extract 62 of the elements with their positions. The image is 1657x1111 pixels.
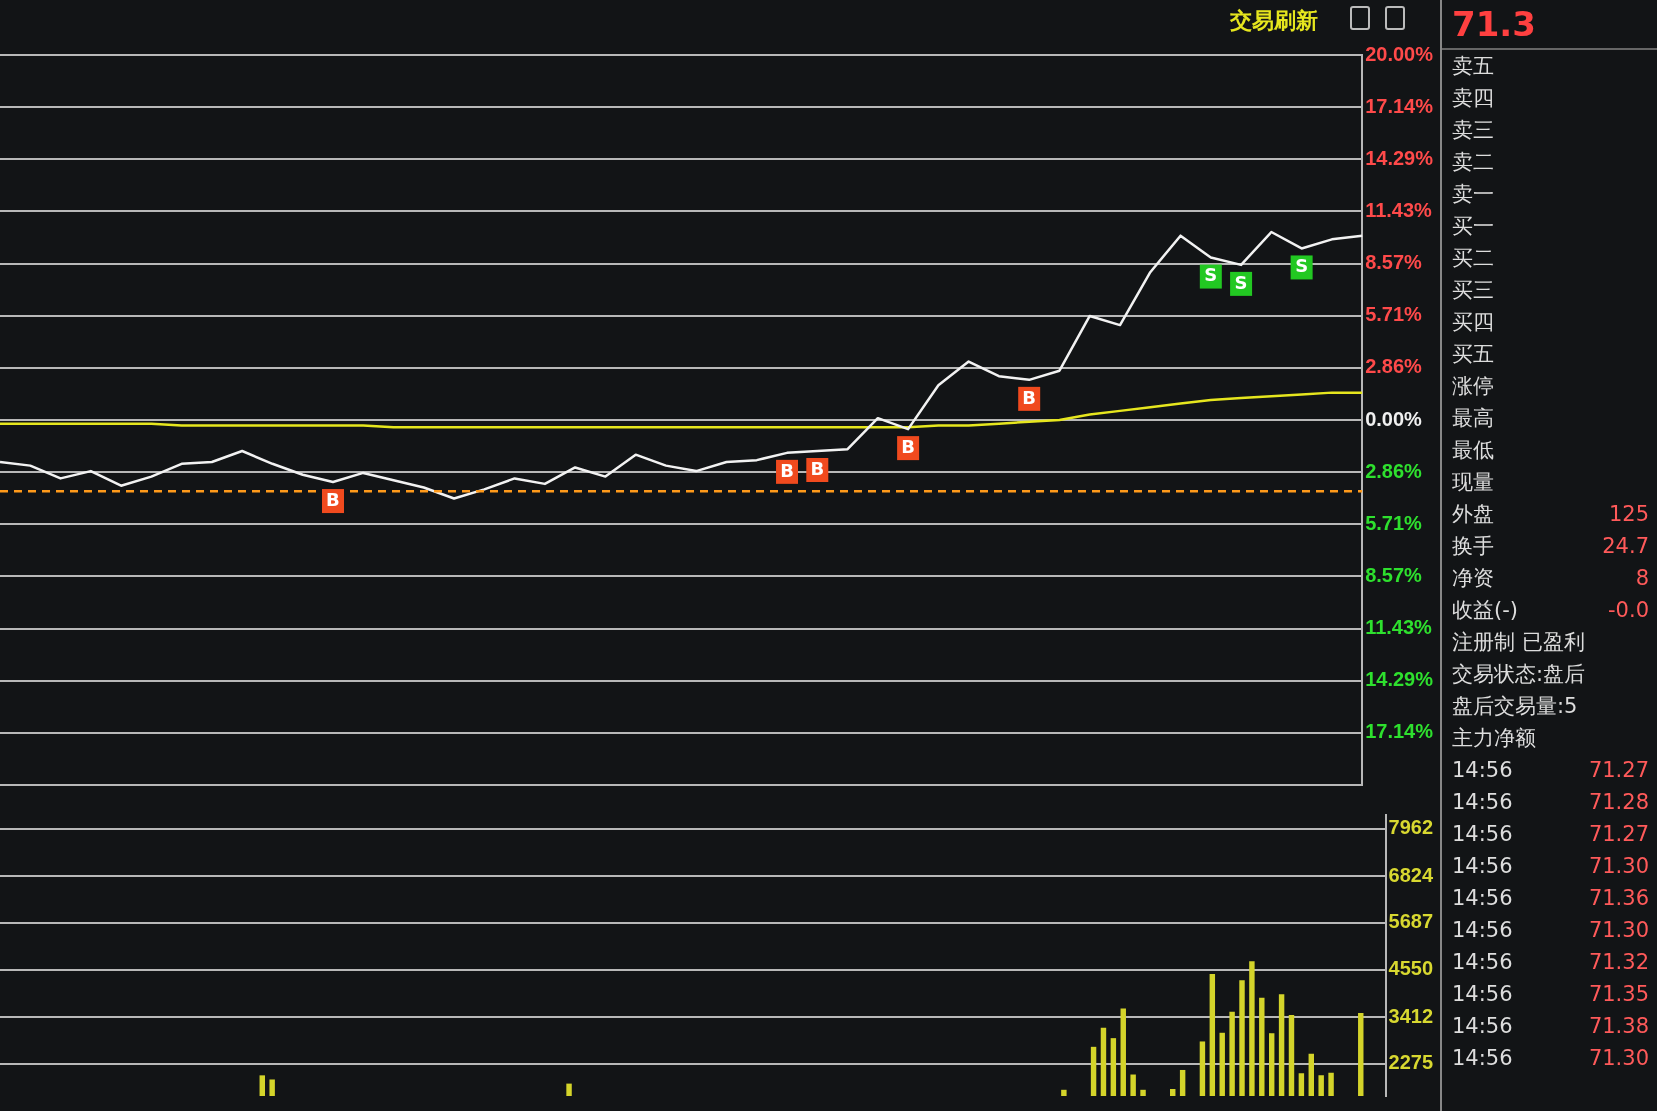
text: 卖二 bbox=[1452, 149, 1494, 176]
y-tick-label: 7962 bbox=[1388, 816, 1434, 839]
y-tick-label: 6824 bbox=[1388, 863, 1434, 886]
y-tick-label: 2.86% bbox=[1365, 355, 1423, 378]
text: 卖三 bbox=[1452, 117, 1494, 144]
text: 买三 bbox=[1452, 277, 1494, 304]
text: 涨停 bbox=[1452, 373, 1494, 400]
text: 14:56 71.30 bbox=[1452, 918, 1649, 942]
text: 买四 bbox=[1452, 309, 1494, 336]
text: 交易状态:盘后 bbox=[1452, 661, 1586, 688]
text: 换手 24.7 bbox=[1452, 534, 1649, 558]
annotation: B bbox=[1022, 386, 1037, 408]
text: 最高 bbox=[1452, 405, 1494, 432]
annotation: B bbox=[326, 488, 340, 510]
text: 净资 8 bbox=[1452, 566, 1649, 590]
y-tick-label: 4550 bbox=[1388, 957, 1434, 980]
y-tick-label: 17.14% bbox=[1365, 720, 1434, 743]
text: 买二 bbox=[1452, 245, 1494, 272]
text: 14:56 71.35 bbox=[1452, 982, 1649, 1006]
text: 14:56 71.30 bbox=[1452, 1046, 1649, 1070]
text: 现量 bbox=[1452, 469, 1494, 496]
y-tick-label: 3412 bbox=[1388, 1004, 1434, 1027]
text: 14:56 71.28 bbox=[1452, 790, 1649, 814]
y-tick-label: 17.14% bbox=[1365, 94, 1434, 117]
text: 14:56 71.27 bbox=[1452, 822, 1649, 846]
y-tick-label: 8.57% bbox=[1365, 251, 1423, 274]
text: 盘后交易量:5 bbox=[1452, 693, 1578, 720]
text: 买五 bbox=[1452, 341, 1494, 368]
text: 交易刷新 bbox=[1230, 7, 1318, 35]
y-tick-label: 20.00% bbox=[1365, 42, 1434, 65]
text: 卖四 bbox=[1452, 85, 1494, 112]
annotation: S bbox=[1234, 271, 1248, 293]
annotation: S bbox=[1295, 255, 1309, 277]
y-tick-label: 14.29% bbox=[1365, 668, 1434, 691]
annotation: S bbox=[1204, 264, 1218, 286]
text: 收益(-) -0.0 bbox=[1452, 598, 1649, 622]
text: 14:56 71.36 bbox=[1452, 886, 1649, 910]
y-tick-label: 5687 bbox=[1388, 910, 1434, 933]
y-tick-label: 5.71% bbox=[1365, 303, 1423, 326]
y-tick-label: 0.00% bbox=[1365, 407, 1423, 430]
text: 71.3 bbox=[1442, 0, 1657, 50]
y-tick-label: 2.86% bbox=[1365, 459, 1423, 482]
y-tick-label: 2275 bbox=[1388, 1051, 1434, 1074]
text: 外盘 125 bbox=[1452, 502, 1649, 526]
y-tick-label: 5.71% bbox=[1365, 511, 1423, 534]
text: 买一 bbox=[1452, 213, 1494, 240]
annotation: B bbox=[901, 435, 915, 457]
text: 最低 bbox=[1452, 437, 1494, 464]
text: 14:56 71.38 bbox=[1452, 1014, 1649, 1038]
text: 14:56 71.30 bbox=[1452, 854, 1649, 878]
text: 主力净额 bbox=[1452, 725, 1536, 752]
y-tick-label: 8.57% bbox=[1365, 563, 1423, 586]
y-tick-label: 11.43% bbox=[1365, 198, 1433, 221]
text: 卖五 bbox=[1452, 53, 1494, 80]
text: 卖一 bbox=[1452, 181, 1494, 208]
text: 14:56 71.32 bbox=[1452, 950, 1649, 974]
annotation: B bbox=[810, 457, 825, 479]
text: 14:56 71.27 bbox=[1452, 758, 1649, 782]
text: 注册制 已盈利 bbox=[1452, 629, 1585, 656]
y-tick-label: 11.43% bbox=[1365, 616, 1433, 639]
y-tick-label: 14.29% bbox=[1365, 146, 1434, 169]
annotation: B bbox=[780, 459, 794, 481]
